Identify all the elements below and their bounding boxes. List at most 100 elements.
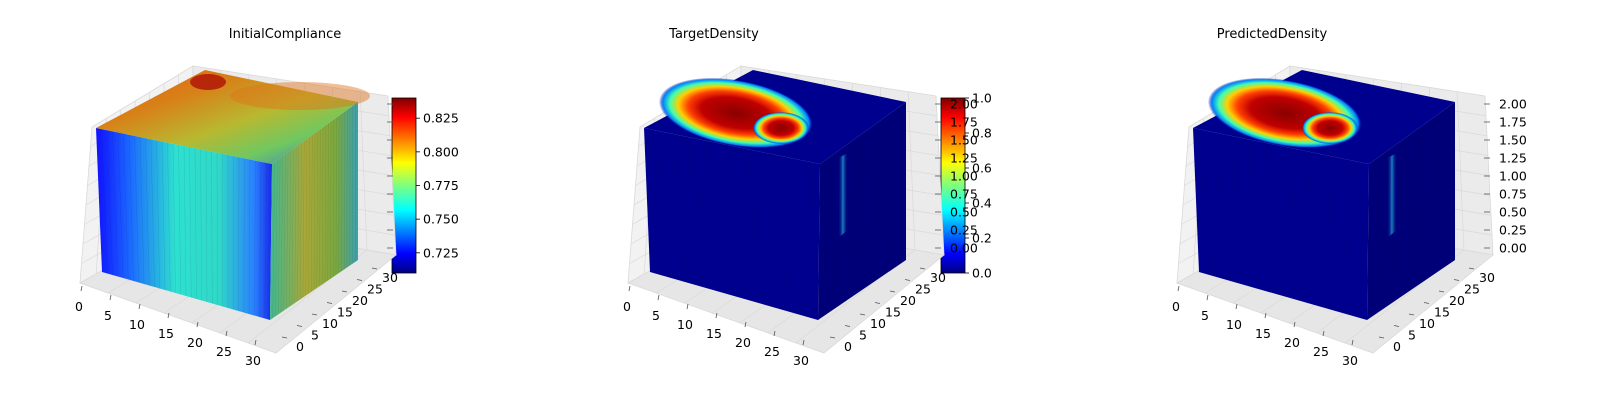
- x-tick-label: 25: [216, 344, 232, 359]
- colorbar-tick-label: 0.8: [972, 126, 992, 141]
- voxel-edge: [1308, 151, 1310, 304]
- x-tick: [225, 330, 228, 337]
- voxel-edge: [1220, 133, 1226, 280]
- density-blob: [1302, 112, 1358, 144]
- z-tick-label: 0.00: [1499, 241, 1527, 256]
- x-tick-label: 0: [75, 299, 83, 314]
- voxel-edge: [1269, 143, 1273, 294]
- voxel-edge: [867, 129, 869, 287]
- voxel-edge: [1291, 148, 1294, 300]
- y-tick-label: 20: [1449, 293, 1465, 308]
- z-tick-label: 0.25: [950, 223, 978, 238]
- voxel-edge: [259, 161, 262, 318]
- voxel-edge: [828, 156, 831, 313]
- x-tick-label: 15: [1255, 326, 1271, 341]
- voxel-edge: [264, 162, 267, 319]
- y-tick: [1423, 302, 1430, 304]
- voxel-edge: [1419, 127, 1421, 285]
- y-tick-label: 10: [322, 316, 338, 331]
- voxel-edge: [1258, 141, 1263, 291]
- voxel-edge: [826, 158, 829, 315]
- voxel-edge: [294, 146, 297, 304]
- y-tick: [341, 290, 348, 293]
- voxel-edge: [872, 125, 874, 283]
- y-tick-label: 20: [352, 293, 368, 308]
- voxel-edge: [861, 132, 864, 291]
- voxel-edge: [676, 134, 682, 282]
- x-tick: [1235, 303, 1238, 310]
- voxel-edge: [1313, 152, 1315, 306]
- voxel-edge: [161, 141, 166, 291]
- voxel-edge: [1242, 138, 1247, 286]
- colorbar-tick-label: 0.6: [972, 161, 992, 176]
- voxel-edge: [211, 151, 213, 304]
- y-tick: [1468, 267, 1475, 270]
- voxel-edge: [1421, 125, 1423, 283]
- y-tick-label: 25: [915, 282, 931, 297]
- panel-overlay: InitialCompliance 0.725 0.750 0.775 0.800 0.8…: [229, 27, 459, 274]
- voxel-edge: [333, 119, 335, 277]
- voxel-edge: [875, 123, 877, 281]
- y-tick: [844, 325, 851, 327]
- y-tick: [311, 313, 318, 316]
- y-tick-label: 5: [859, 328, 867, 343]
- hot-spot: [190, 74, 226, 90]
- z-tick-label: 0.00: [950, 241, 978, 256]
- voxel-edge: [726, 144, 729, 295]
- voxel-edge: [720, 143, 724, 294]
- voxel-edge: [167, 142, 171, 292]
- voxel-edge: [183, 145, 187, 297]
- voxel-edge: [1345, 159, 1348, 315]
- cube-top-face: [96, 70, 358, 164]
- voxel-edge: [324, 125, 326, 283]
- y-tick: [326, 302, 333, 304]
- voxel-edge: [1356, 161, 1359, 318]
- voxel-edge: [1231, 135, 1236, 283]
- x-tick: [1293, 321, 1296, 328]
- voxel-edge: [837, 150, 840, 307]
- voxel-edge: [139, 136, 145, 285]
- voxel-edge: [698, 139, 703, 288]
- voxel-edge: [150, 139, 155, 288]
- x-tick: [628, 285, 631, 292]
- voxel-edge: [238, 157, 240, 312]
- voxel-edge: [709, 141, 714, 291]
- voxel-edge: [289, 150, 292, 307]
- voxel-edge: [859, 134, 861, 292]
- z-tick-label: 0.50: [950, 205, 978, 220]
- y-tick-label: 0: [296, 339, 304, 354]
- y-tick-label: 10: [870, 316, 886, 331]
- voxel-edge: [845, 144, 848, 302]
- y-tick: [1438, 290, 1445, 293]
- x-tick-label: 5: [652, 308, 660, 323]
- voxel-edge: [660, 131, 666, 277]
- z-tick-label: 1.50: [1499, 133, 1527, 148]
- z-tick-label: 1.25: [1499, 151, 1527, 166]
- voxel-edge: [189, 147, 192, 298]
- voxel-edge: [101, 129, 108, 274]
- voxel-edge: [1424, 123, 1426, 281]
- voxel-edge: [1386, 150, 1389, 307]
- voxel-edge: [671, 133, 677, 280]
- y-tick-label: 15: [337, 305, 353, 320]
- voxel-edge: [1397, 142, 1399, 300]
- x-tick-label: 30: [245, 353, 261, 368]
- colorbar-tick-label: 0.725: [423, 245, 459, 260]
- y-tick-label: 5: [1408, 328, 1416, 343]
- cube-right-face: [270, 102, 358, 320]
- y-tick: [829, 336, 836, 339]
- voxel-edge: [737, 147, 740, 298]
- voxel-edge: [1302, 150, 1305, 303]
- x-tick-label: 10: [677, 317, 693, 332]
- voxel-edge: [1351, 160, 1353, 316]
- voxel-edge: [178, 144, 181, 295]
- voxel-edge: [216, 152, 218, 306]
- colorbar-tick-label: 0.775: [423, 178, 459, 193]
- voxel-edge: [1394, 144, 1397, 302]
- x-tick: [167, 312, 170, 319]
- voxel-edge: [322, 127, 324, 285]
- voxel-edge: [665, 132, 672, 279]
- voxel-edge: [831, 154, 834, 311]
- z-tick-label: 2.00: [1499, 97, 1527, 112]
